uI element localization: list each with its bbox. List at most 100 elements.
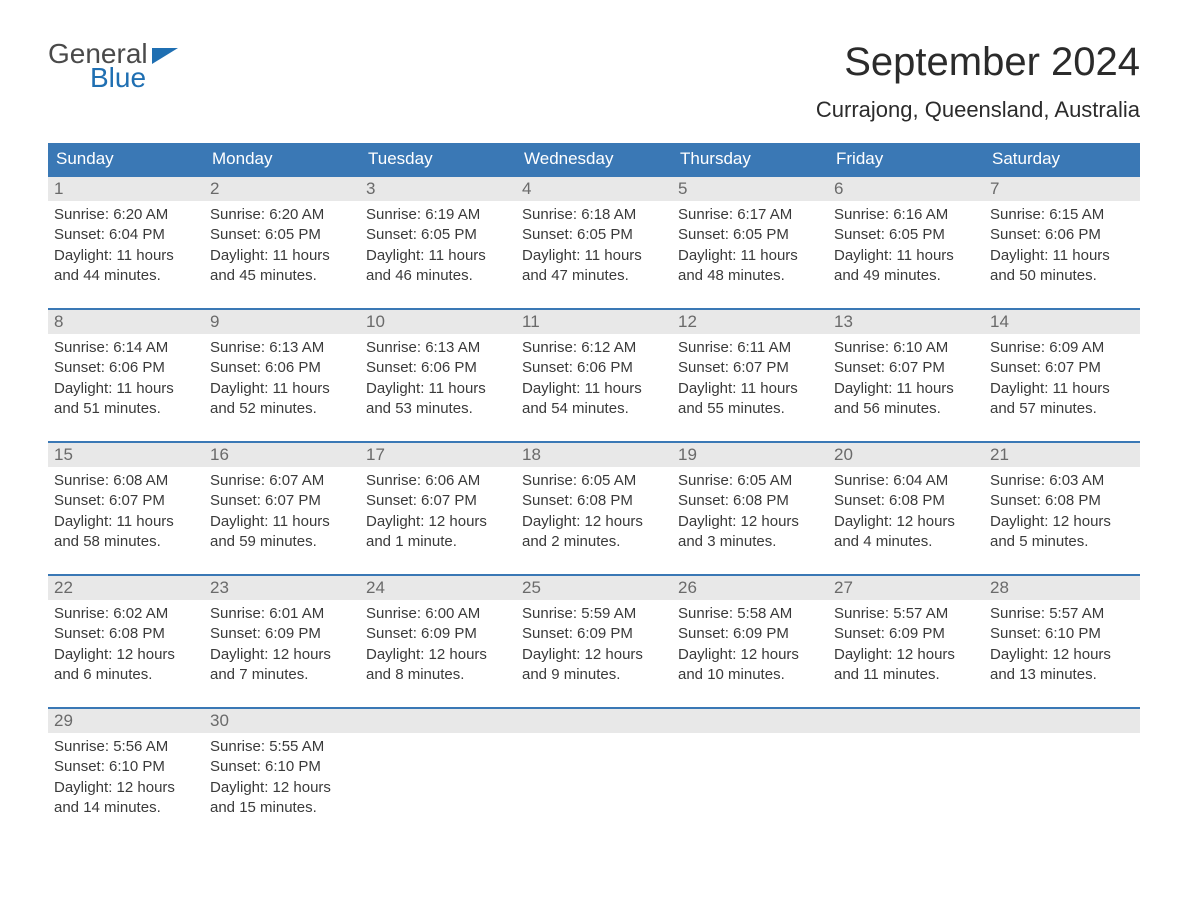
day-number: 21 xyxy=(984,443,1140,467)
day-body: Sunrise: 6:02 AMSunset: 6:08 PMDaylight:… xyxy=(48,600,204,685)
day-cell: 12Sunrise: 6:11 AMSunset: 6:07 PMDayligh… xyxy=(672,310,828,419)
day-body: Sunrise: 6:15 AMSunset: 6:06 PMDaylight:… xyxy=(984,201,1140,286)
sunset-line: Sunset: 6:10 PM xyxy=(54,757,198,777)
day-cell xyxy=(672,709,828,818)
logo-text-blue: Blue xyxy=(90,64,178,92)
sunrise-line: Sunrise: 6:20 AM xyxy=(54,205,198,225)
day-number: 19 xyxy=(672,443,828,467)
sunrise-line: Sunrise: 5:59 AM xyxy=(522,604,666,624)
day-cell: 19Sunrise: 6:05 AMSunset: 6:08 PMDayligh… xyxy=(672,443,828,552)
day-cell: 30Sunrise: 5:55 AMSunset: 6:10 PMDayligh… xyxy=(204,709,360,818)
sunset-line: Sunset: 6:08 PM xyxy=(678,491,822,511)
sunrise-line: Sunrise: 5:58 AM xyxy=(678,604,822,624)
sunrise-line: Sunrise: 6:09 AM xyxy=(990,338,1134,358)
daylight-line: Daylight: 12 hours and 1 minute. xyxy=(366,512,510,553)
daylight-line: Daylight: 12 hours and 6 minutes. xyxy=(54,645,198,686)
day-cell: 17Sunrise: 6:06 AMSunset: 6:07 PMDayligh… xyxy=(360,443,516,552)
sunset-line: Sunset: 6:06 PM xyxy=(54,358,198,378)
day-body: Sunrise: 6:14 AMSunset: 6:06 PMDaylight:… xyxy=(48,334,204,419)
sunset-line: Sunset: 6:04 PM xyxy=(54,225,198,245)
sunset-line: Sunset: 6:09 PM xyxy=(834,624,978,644)
day-body: Sunrise: 6:16 AMSunset: 6:05 PMDaylight:… xyxy=(828,201,984,286)
day-body: Sunrise: 6:01 AMSunset: 6:09 PMDaylight:… xyxy=(204,600,360,685)
sunset-line: Sunset: 6:06 PM xyxy=(210,358,354,378)
day-body: Sunrise: 6:03 AMSunset: 6:08 PMDaylight:… xyxy=(984,467,1140,552)
day-number xyxy=(360,709,516,733)
daylight-line: Daylight: 11 hours and 45 minutes. xyxy=(210,246,354,287)
sunset-line: Sunset: 6:06 PM xyxy=(366,358,510,378)
daylight-line: Daylight: 12 hours and 7 minutes. xyxy=(210,645,354,686)
day-number: 24 xyxy=(360,576,516,600)
day-number: 26 xyxy=(672,576,828,600)
daylight-line: Daylight: 11 hours and 52 minutes. xyxy=(210,379,354,420)
day-number xyxy=(984,709,1140,733)
daylight-line: Daylight: 12 hours and 15 minutes. xyxy=(210,778,354,819)
day-cell: 14Sunrise: 6:09 AMSunset: 6:07 PMDayligh… xyxy=(984,310,1140,419)
day-cell: 11Sunrise: 6:12 AMSunset: 6:06 PMDayligh… xyxy=(516,310,672,419)
sunrise-line: Sunrise: 6:01 AM xyxy=(210,604,354,624)
sunrise-line: Sunrise: 6:11 AM xyxy=(678,338,822,358)
day-body: Sunrise: 5:57 AMSunset: 6:10 PMDaylight:… xyxy=(984,600,1140,685)
week-row: 29Sunrise: 5:56 AMSunset: 6:10 PMDayligh… xyxy=(48,707,1140,818)
month-title: September 2024 xyxy=(816,40,1140,85)
sunrise-line: Sunrise: 5:57 AM xyxy=(990,604,1134,624)
day-body: Sunrise: 6:10 AMSunset: 6:07 PMDaylight:… xyxy=(828,334,984,419)
day-cell: 9Sunrise: 6:13 AMSunset: 6:06 PMDaylight… xyxy=(204,310,360,419)
day-cell: 13Sunrise: 6:10 AMSunset: 6:07 PMDayligh… xyxy=(828,310,984,419)
day-number: 10 xyxy=(360,310,516,334)
day-number: 27 xyxy=(828,576,984,600)
day-body: Sunrise: 6:11 AMSunset: 6:07 PMDaylight:… xyxy=(672,334,828,419)
daylight-line: Daylight: 11 hours and 54 minutes. xyxy=(522,379,666,420)
day-cell: 10Sunrise: 6:13 AMSunset: 6:06 PMDayligh… xyxy=(360,310,516,419)
day-cell xyxy=(360,709,516,818)
dow-cell: Tuesday xyxy=(360,143,516,175)
day-body: Sunrise: 6:13 AMSunset: 6:06 PMDaylight:… xyxy=(204,334,360,419)
day-cell xyxy=(984,709,1140,818)
daylight-line: Daylight: 12 hours and 10 minutes. xyxy=(678,645,822,686)
sunset-line: Sunset: 6:09 PM xyxy=(522,624,666,644)
sunset-line: Sunset: 6:07 PM xyxy=(54,491,198,511)
sunrise-line: Sunrise: 6:05 AM xyxy=(522,471,666,491)
day-cell: 15Sunrise: 6:08 AMSunset: 6:07 PMDayligh… xyxy=(48,443,204,552)
sunrise-line: Sunrise: 6:18 AM xyxy=(522,205,666,225)
sunset-line: Sunset: 6:10 PM xyxy=(210,757,354,777)
dow-row: SundayMondayTuesdayWednesdayThursdayFrid… xyxy=(48,143,1140,175)
sunrise-line: Sunrise: 6:00 AM xyxy=(366,604,510,624)
day-body: Sunrise: 6:13 AMSunset: 6:06 PMDaylight:… xyxy=(360,334,516,419)
sunrise-line: Sunrise: 6:06 AM xyxy=(366,471,510,491)
day-body: Sunrise: 5:57 AMSunset: 6:09 PMDaylight:… xyxy=(828,600,984,685)
daylight-line: Daylight: 11 hours and 53 minutes. xyxy=(366,379,510,420)
sunrise-line: Sunrise: 6:07 AM xyxy=(210,471,354,491)
sunset-line: Sunset: 6:08 PM xyxy=(990,491,1134,511)
day-cell: 2Sunrise: 6:20 AMSunset: 6:05 PMDaylight… xyxy=(204,177,360,286)
sunrise-line: Sunrise: 6:05 AM xyxy=(678,471,822,491)
daylight-line: Daylight: 11 hours and 59 minutes. xyxy=(210,512,354,553)
day-number: 18 xyxy=(516,443,672,467)
day-cell xyxy=(828,709,984,818)
sunset-line: Sunset: 6:09 PM xyxy=(678,624,822,644)
day-cell: 18Sunrise: 6:05 AMSunset: 6:08 PMDayligh… xyxy=(516,443,672,552)
day-number: 14 xyxy=(984,310,1140,334)
day-number: 9 xyxy=(204,310,360,334)
day-number: 6 xyxy=(828,177,984,201)
daylight-line: Daylight: 11 hours and 56 minutes. xyxy=(834,379,978,420)
day-number: 30 xyxy=(204,709,360,733)
sunset-line: Sunset: 6:05 PM xyxy=(366,225,510,245)
day-number: 13 xyxy=(828,310,984,334)
day-cell: 25Sunrise: 5:59 AMSunset: 6:09 PMDayligh… xyxy=(516,576,672,685)
daylight-line: Daylight: 12 hours and 9 minutes. xyxy=(522,645,666,686)
day-number xyxy=(516,709,672,733)
day-number: 3 xyxy=(360,177,516,201)
day-body: Sunrise: 6:05 AMSunset: 6:08 PMDaylight:… xyxy=(672,467,828,552)
day-number: 23 xyxy=(204,576,360,600)
dow-cell: Friday xyxy=(828,143,984,175)
day-cell: 1Sunrise: 6:20 AMSunset: 6:04 PMDaylight… xyxy=(48,177,204,286)
sunset-line: Sunset: 6:07 PM xyxy=(834,358,978,378)
sunset-line: Sunset: 6:09 PM xyxy=(210,624,354,644)
daylight-line: Daylight: 11 hours and 50 minutes. xyxy=(990,246,1134,287)
sunrise-line: Sunrise: 6:13 AM xyxy=(210,338,354,358)
day-body: Sunrise: 6:17 AMSunset: 6:05 PMDaylight:… xyxy=(672,201,828,286)
sunrise-line: Sunrise: 6:17 AM xyxy=(678,205,822,225)
sunrise-line: Sunrise: 6:19 AM xyxy=(366,205,510,225)
sunset-line: Sunset: 6:10 PM xyxy=(990,624,1134,644)
